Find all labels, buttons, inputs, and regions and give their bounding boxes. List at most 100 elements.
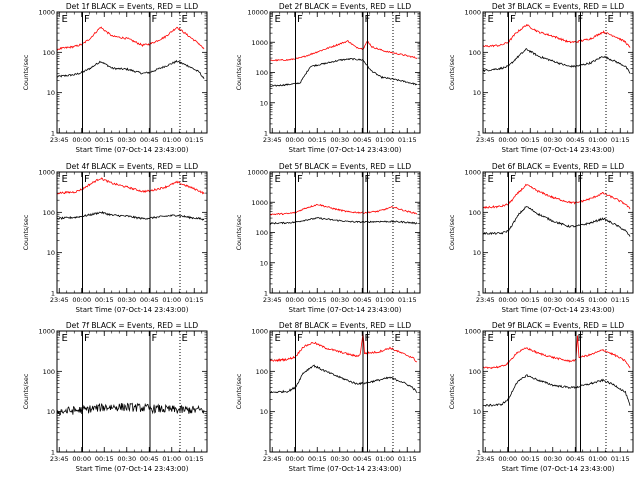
x-tick-label: 00:30 — [117, 136, 136, 144]
x-axis-label: Start Time (07-Oct-14 23:43:00) — [502, 465, 615, 473]
x-tick-label: 01:00 — [375, 296, 394, 304]
segment-label: F — [578, 174, 584, 185]
segment-label: E — [488, 174, 494, 185]
panel-det-9: Det 9f BLACK = Events, RED = LLD Counts/s… — [448, 321, 634, 473]
plot-frame — [56, 171, 208, 294]
panel-title: Det 1f BLACK = Events, RED = LLD — [66, 2, 199, 11]
segment-label: F — [152, 14, 158, 25]
x-tick-label: 01:15 — [611, 136, 630, 144]
segment-label: F — [297, 174, 303, 185]
x-axis-label: Start Time (07-Oct-14 23:43:00) — [76, 146, 189, 154]
segment-label: E — [275, 174, 281, 185]
x-tick-label: 00:30 — [543, 136, 562, 144]
x-axis-label: Start Time (07-Oct-14 23:43:00) — [289, 306, 402, 314]
y-axis-label: Counts/sec — [22, 54, 30, 90]
x-tick-label: 00:00 — [498, 136, 517, 144]
panel-title: Det 3f BLACK = Events, RED = LLD — [492, 2, 625, 11]
x-tick-label: 23:45 — [476, 455, 495, 463]
x-tick-label: 01:15 — [185, 455, 204, 463]
plot-frame — [269, 330, 421, 453]
segment-label: E — [395, 333, 401, 344]
y-axis-label: Counts/sec — [22, 214, 30, 250]
y-tick-label: 100 — [43, 49, 55, 57]
segment-label: F — [365, 14, 371, 25]
y-tick-label: 1000 — [251, 39, 268, 47]
x-tick-label: 23:45 — [50, 136, 69, 144]
x-tick-label: 01:00 — [162, 296, 181, 304]
segment-label: E — [275, 14, 281, 25]
series-line-events — [269, 216, 418, 225]
x-axis-label: Start Time (07-Oct-14 23:43:00) — [289, 465, 402, 473]
x-tick-label: 00:00 — [285, 296, 304, 304]
panel-title: Det 6f BLACK = Events, RED = LLD — [492, 162, 625, 171]
y-tick-label: 10 — [260, 99, 268, 107]
x-tick-label: 00:15 — [308, 296, 327, 304]
series-line-lld — [269, 203, 418, 216]
x-tick-label: 00:15 — [95, 296, 114, 304]
series-line-events — [482, 374, 631, 407]
y-axis-label: Counts/sec — [235, 54, 243, 90]
segment-label: E — [608, 14, 614, 25]
y-tick-label: 100 — [256, 368, 268, 376]
y-tick-label: 10 — [473, 408, 481, 416]
panel-title: Det 7f BLACK = Events, RED = LLD — [66, 321, 199, 330]
y-axis-label: Counts/sec — [235, 373, 243, 409]
x-tick-label: 00:15 — [521, 296, 540, 304]
x-tick-label: 00:45 — [140, 136, 159, 144]
x-tick-label: 01:15 — [185, 136, 204, 144]
plot-frame — [482, 11, 634, 134]
y-tick-label: 10000 — [247, 169, 268, 177]
segment-label: F — [578, 333, 584, 344]
segment-label: E — [488, 333, 494, 344]
y-tick-label: 10 — [473, 249, 481, 257]
segment-label: E — [395, 174, 401, 185]
x-tick-label: 00:30 — [330, 296, 349, 304]
x-axis-label: Start Time (07-Oct-14 23:43:00) — [76, 465, 189, 473]
x-tick-label: 00:45 — [566, 296, 585, 304]
y-tick-label: 10 — [47, 408, 55, 416]
x-tick-label: 00:30 — [543, 296, 562, 304]
x-tick-label: 01:15 — [398, 455, 417, 463]
y-tick-label: 1 — [477, 290, 481, 298]
x-tick-label: 23:45 — [263, 455, 282, 463]
segment-label: F — [152, 333, 158, 344]
series-line-lld — [482, 335, 631, 370]
panel-det-3: Det 3f BLACK = Events, RED = LLD Counts/s… — [448, 2, 634, 154]
y-tick-label: 10 — [260, 408, 268, 416]
plot-frame — [482, 171, 634, 294]
y-tick-label: 1 — [264, 290, 268, 298]
series-line-lld — [269, 40, 418, 62]
x-tick-label: 00:15 — [95, 455, 114, 463]
segment-label: F — [578, 14, 584, 25]
y-tick-label: 100 — [256, 229, 268, 237]
segment-label: E — [182, 174, 188, 185]
y-tick-label: 100 — [469, 368, 481, 376]
y-tick-label: 10 — [47, 89, 55, 97]
x-tick-label: 00:00 — [498, 296, 517, 304]
x-tick-label: 01:15 — [611, 455, 630, 463]
plot-frame — [482, 330, 634, 453]
segment-label: F — [510, 333, 516, 344]
panel-title: Det 8f BLACK = Events, RED = LLD — [279, 321, 412, 330]
segment-label: E — [182, 14, 188, 25]
x-tick-label: 00:00 — [72, 136, 91, 144]
x-tick-label: 00:30 — [117, 296, 136, 304]
panel-det-4: Det 4f BLACK = Events, RED = LLD Counts/s… — [22, 162, 208, 314]
x-tick-label: 00:00 — [285, 136, 304, 144]
y-tick-label: 1000 — [464, 169, 481, 177]
x-tick-label: 00:00 — [72, 455, 91, 463]
y-tick-label: 1000 — [38, 9, 55, 17]
series-line-events — [482, 206, 631, 237]
segment-label: F — [152, 174, 158, 185]
x-tick-label: 00:45 — [140, 455, 159, 463]
x-tick-label: 23:45 — [476, 136, 495, 144]
y-tick-label: 1000 — [464, 328, 481, 336]
x-tick-label: 01:00 — [588, 136, 607, 144]
y-tick-label: 1000 — [251, 328, 268, 336]
panel-title: Det 4f BLACK = Events, RED = LLD — [66, 162, 199, 171]
segment-label: F — [510, 14, 516, 25]
x-tick-label: 01:00 — [375, 455, 394, 463]
y-tick-label: 1 — [51, 290, 55, 298]
series-line-lld — [482, 183, 631, 210]
